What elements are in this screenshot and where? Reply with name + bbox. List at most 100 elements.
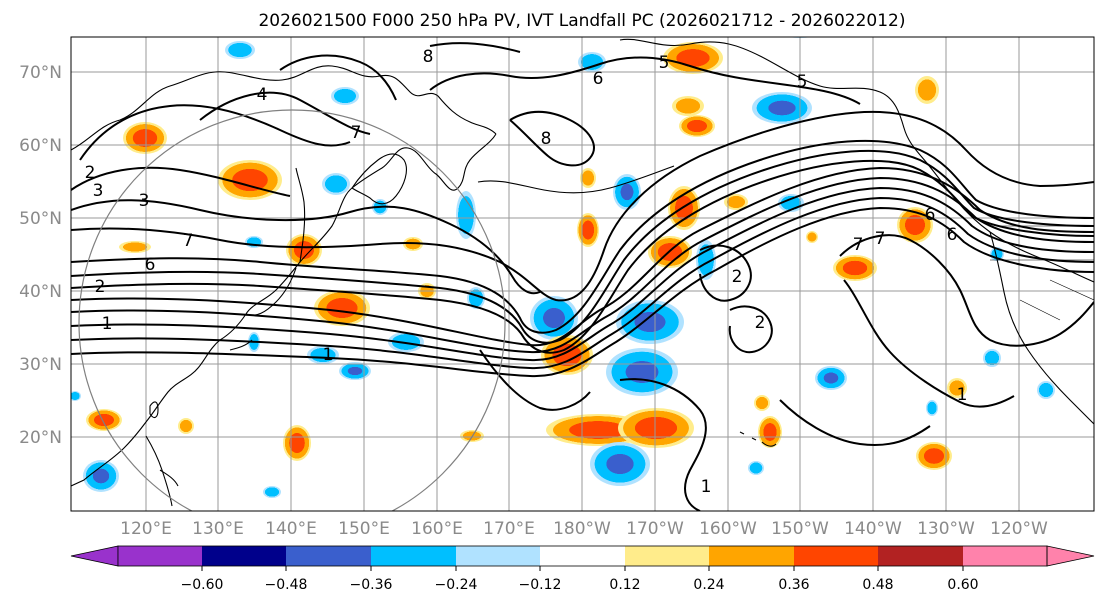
contour-line [699,244,752,302]
lat-label-40n: 40°N [19,282,62,302]
colorbar-swatch-1 [118,546,202,566]
pv-negative-anomaly [307,346,339,364]
contour-line [509,110,595,167]
pv-positive-anomaly [724,194,748,210]
lon-label-150w: 150°W [771,519,829,539]
contour-label: 1 [102,314,113,334]
colorbar-frame [117,545,1048,567]
map-frame [70,36,1095,512]
pv-negative-anomaly [467,287,485,309]
pv-negative-anomaly [983,349,1001,367]
pv-positive-anomaly [672,96,704,116]
contour-label: 2 [732,267,743,287]
pv-negative-anomaly [1037,381,1055,399]
latitude-labels: 70°N 60°N 50°N 40°N 30°N 20°N [19,63,62,448]
pv-negative-anomaly [225,41,255,59]
coastline-alaska-northamerica [619,38,1094,283]
colorbar-tick-label: −0.60 [181,577,224,593]
pv-positive-anomaly [833,255,877,281]
colorbar-tick-label: −0.36 [350,577,393,593]
graticule [71,37,1094,511]
pv-negative-anomaly [83,460,119,492]
coastline-taiwan [149,401,159,419]
colorbar-max-extension [1046,545,1095,567]
colorbar-swatch-3 [286,546,371,566]
lat-label-30n: 30°N [19,355,62,375]
coastline-kamchatka [351,153,407,205]
coastline-sakhalin [295,167,306,263]
lon-label-160w: 160°W [699,519,757,539]
pv-negative-anomaly [815,366,847,390]
contour-label: 7 [853,235,864,255]
pv-positive-anomaly [915,76,939,104]
contour-line [71,186,1094,362]
pv-negative-anomaly [578,52,606,72]
map-title: 2026021500 F000 250 hPa PV, IVT Landfall… [258,11,905,31]
contour-label: 6 [925,205,936,225]
colorbar-tick-label: 0.48 [862,577,893,593]
colorbar-tick-label: −0.12 [519,577,562,593]
coastline-hawaii [739,431,777,447]
longitude-labels: 120°E 130°E 140°E 150°E 160°E 170°E 180°… [120,519,1048,539]
contour-label: 6 [145,255,156,275]
contour-line [71,166,291,197]
contour-line [728,305,773,354]
pv-positive-anomaly [580,168,596,188]
coastline-asia [71,65,497,487]
lon-label-120e: 120°E [120,519,172,539]
pv-positive-anomaly [178,418,194,434]
contour-label: 1 [701,477,712,497]
colorbar-min-extension [70,545,119,567]
pv-positive-anomaly [286,234,322,266]
contour-line [843,279,1015,408]
contour-label: 1 [323,345,334,365]
colorbar-tick-label: 0.36 [778,577,809,593]
pv-negative-anomaly [322,173,350,195]
colorbar-swatch-7 [625,546,709,566]
colorbar-swatch-2 [202,546,286,566]
contour-label: 2 [755,313,766,333]
pv-positive-anomaly [119,241,151,253]
contour-line [839,234,1094,347]
contour-line [779,399,931,446]
contour-label: 2 [85,163,96,183]
colorbar-swatch-4 [371,546,456,566]
contour-line [79,104,351,161]
contour-line [71,206,1094,378]
contour-label: 8 [423,47,434,67]
contour-line [71,149,1094,344]
colorbar-tick-label: 0.12 [609,577,640,593]
contour-label: 8 [541,129,552,149]
pv-positive-anomaly [86,409,122,431]
contour-label: 6 [593,69,604,89]
lat-label-50n: 50°N [19,209,62,229]
lon-label-130w: 130°W [917,519,975,539]
colorbar: −0.60 −0.48 −0.36 −0.24 −0.12 0.12 0.24 … [70,545,1095,593]
coastline-west-coast [989,231,1094,425]
colorbar-swatch-10 [878,546,963,566]
colorbar-tick-label: 0.60 [947,577,978,593]
pv-negative-anomaly [71,391,81,401]
contour-label: 7 [183,231,194,251]
contour-line [429,42,521,53]
contour-label: 3 [139,191,150,211]
pv-positive-anomaly [754,395,770,411]
contour-line [71,159,1094,354]
lon-label-140e: 140°E [265,519,317,539]
contour-line [71,196,1094,370]
colorbar-swatch-6 [540,546,625,566]
landfall-domain-circle [78,109,506,511]
contour-label: 3 [93,181,104,201]
pv-positive-anomaly [806,231,818,243]
contour-label: 2 [95,277,106,297]
contour-line [71,139,1094,334]
lon-label-180w: 180°W [553,519,611,539]
pv-positive-anomaly [758,416,782,448]
pv-negative-anomaly [752,92,812,124]
pv-positive-anomaly [916,442,952,470]
contour-labels: 8 6 5 5 4 7 3 3 2 7 6 2 1 1 2 2 1 8 7 7 … [85,47,968,497]
contour-line [619,378,707,511]
pv-positive-anomaly [668,186,700,230]
pv-negative-anomaly [748,461,764,475]
